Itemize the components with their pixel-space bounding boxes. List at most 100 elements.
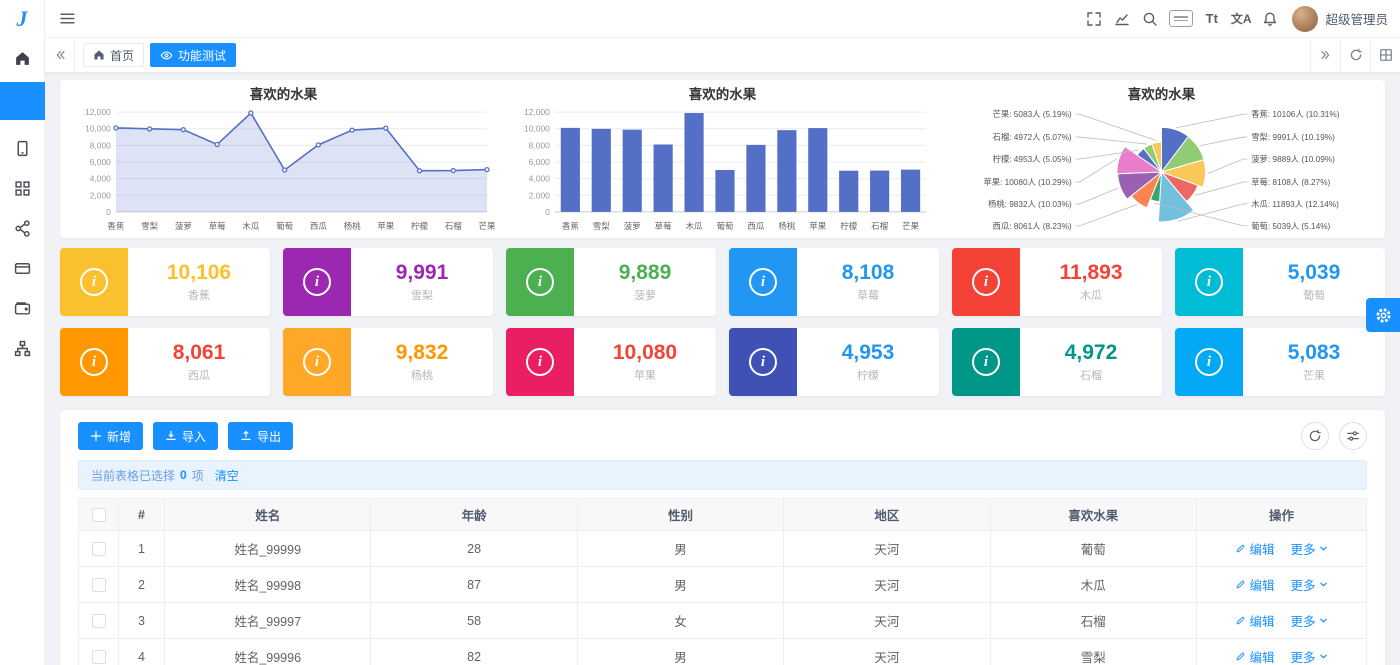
add-button[interactable]: 新增 [78, 422, 144, 450]
column-settings-button[interactable] [1339, 422, 1367, 450]
sidebar-item-home[interactable] [0, 38, 45, 78]
row-checkbox[interactable] [91, 613, 106, 628]
column-header: 姓名 [163, 498, 372, 531]
cell-region: 天河 [783, 566, 991, 603]
fullscreen-icon [1087, 11, 1101, 26]
cell-gender: 男 [576, 638, 785, 665]
stat-label: 柠檬 [857, 370, 879, 382]
stat-value: 5,039 [1287, 261, 1341, 284]
stat-card: i 8,108 草莓 [729, 248, 939, 316]
svg-text:香蕉: 香蕉 [107, 221, 124, 231]
sidebar-item-card[interactable] [0, 248, 45, 288]
svg-text:菠萝: 菠萝 [175, 221, 192, 231]
chart-demo-button[interactable] [1108, 0, 1136, 38]
export-button[interactable]: 导出 [228, 422, 294, 450]
stat-label: 苹果 [634, 370, 656, 382]
table-body: 1 姓名_99999 28 男天河 葡萄 编辑 更多 2 姓名_99998 87 男天河 木瓜 编辑 更多… [78, 530, 1367, 665]
clear-selection-link[interactable]: 清空 [214, 468, 239, 483]
table-row: 4 姓名_99996 82 男天河 雪梨 编辑 更多 [78, 638, 1367, 665]
svg-text:芒果: 5083人 (5.19%): 芒果: 5083人 (5.19%) [993, 109, 1072, 119]
table-refresh-button[interactable] [1301, 422, 1329, 450]
svg-text:6,000: 6,000 [529, 157, 550, 167]
language-button[interactable]: 文A [1226, 0, 1257, 38]
svg-text:葡萄: 葡萄 [717, 221, 734, 231]
sidebar-item-wallet[interactable] [0, 288, 45, 328]
bar-chart: 0 2,000 4,000 6,000 8,000 10,000 12,000 香蕉 雪梨 菠萝 草… [524, 107, 927, 231]
stat-card: i 9,832 杨桃 [283, 328, 493, 396]
tags-refresh-button[interactable] [1340, 38, 1370, 72]
info-icon: i [1175, 248, 1243, 316]
sidebar-item-share[interactable] [0, 208, 45, 248]
gear-icon [1375, 307, 1391, 323]
app-logo[interactable]: J [16, 6, 28, 31]
sitemap-icon [14, 340, 30, 356]
tags-scroll-right-button[interactable] [1310, 38, 1340, 72]
table-row: 2 姓名_99998 87 男天河 木瓜 编辑 更多 [78, 566, 1367, 603]
row-checkbox[interactable] [91, 541, 106, 556]
column-header: 操作 [1196, 498, 1367, 531]
svg-text:10,000: 10,000 [524, 124, 550, 134]
svg-text:西瓜: 西瓜 [310, 221, 327, 231]
collapse-menu-button[interactable] [53, 0, 81, 38]
row-checkbox[interactable] [91, 577, 106, 592]
cell-index: 4 [118, 638, 165, 665]
cell-index: 1 [118, 530, 165, 567]
svg-text:木瓜: 木瓜 [242, 221, 259, 231]
import-button[interactable]: 导入 [153, 422, 219, 450]
refresh-icon [1350, 48, 1362, 61]
edit-link[interactable]: 编辑 [1235, 539, 1275, 558]
more-link[interactable]: 更多 [1291, 611, 1328, 630]
stat-value: 10,106 [166, 261, 232, 284]
stat-label: 葡萄 [1303, 290, 1325, 302]
svg-text:芒果: 芒果 [479, 221, 496, 231]
edit-link[interactable]: 编辑 [1235, 575, 1275, 594]
stat-card: i 4,953 柠檬 [729, 328, 939, 396]
line-chart: 0 2,000 4,000 6,000 8,000 10,000 12,000 香蕉 雪梨 菠萝 草… [85, 107, 496, 231]
more-link[interactable]: 更多 [1291, 647, 1328, 665]
tab-function-test[interactable]: 功能测试 [150, 43, 237, 67]
fullscreen-button[interactable] [1080, 0, 1108, 38]
row-checkbox[interactable] [91, 649, 106, 664]
stat-card: i 8,061 西瓜 [60, 328, 270, 396]
select-all-checkbox[interactable] [91, 507, 106, 522]
layout-settings-button[interactable] [1366, 298, 1400, 332]
tags-scroll-left-button[interactable] [45, 38, 75, 72]
svg-text:雪梨: 雪梨 [593, 221, 610, 231]
edit-link[interactable]: 编辑 [1235, 611, 1275, 630]
more-link[interactable]: 更多 [1291, 575, 1328, 594]
edit-link[interactable]: 编辑 [1235, 647, 1275, 665]
stat-card: i 9,991 雪梨 [283, 248, 493, 316]
svg-text:0: 0 [106, 207, 111, 217]
sidebar-item-apps[interactable] [0, 168, 45, 208]
svg-text:苹果: 苹果 [377, 221, 394, 231]
sidebar-item-device[interactable] [0, 128, 45, 168]
svg-text:苹果: 10080人 (10.29%): 苹果: 10080人 (10.29%) [983, 177, 1071, 187]
tags-layout-button[interactable] [1370, 38, 1400, 72]
sidebar-item-active[interactable] [0, 82, 45, 120]
user-avatar[interactable] [1292, 5, 1319, 32]
stat-value: 10,080 [612, 341, 678, 364]
info-icon: i [60, 248, 128, 316]
mini-panel-button[interactable] [1164, 0, 1198, 38]
notifications-button[interactable] [1256, 0, 1284, 38]
search-button[interactable] [1136, 0, 1164, 38]
right-column: Tt 文A 超级管理员 首页 [45, 0, 1400, 665]
sidebar-item-sitemap[interactable] [0, 328, 45, 368]
info-icon: i [1175, 328, 1243, 396]
sliders-icon [1347, 431, 1359, 441]
svg-text:12,000: 12,000 [85, 107, 111, 117]
stat-value: 8,108 [841, 261, 895, 284]
column-header: 性别 [576, 498, 785, 531]
more-link[interactable]: 更多 [1291, 539, 1328, 558]
tab-home[interactable]: 首页 [83, 43, 145, 67]
table-row: 1 姓名_99999 28 男天河 葡萄 编辑 更多 [78, 530, 1367, 567]
cell-gender: 男 [576, 566, 785, 603]
share-nodes-icon [14, 219, 30, 237]
stat-card: i 11,893 木瓜 [952, 248, 1162, 316]
stat-label: 芒果 [1303, 370, 1325, 382]
data-table: # 姓名 年龄 性别 地区 喜欢水果 操作 1 姓名_99999 28 男天河 葡萄 编辑 更多 2 姓名_… [78, 498, 1367, 665]
font-size-button[interactable]: Tt [1198, 0, 1226, 38]
info-icon: i [283, 328, 351, 396]
username-label[interactable]: 超级管理员 [1325, 13, 1388, 27]
